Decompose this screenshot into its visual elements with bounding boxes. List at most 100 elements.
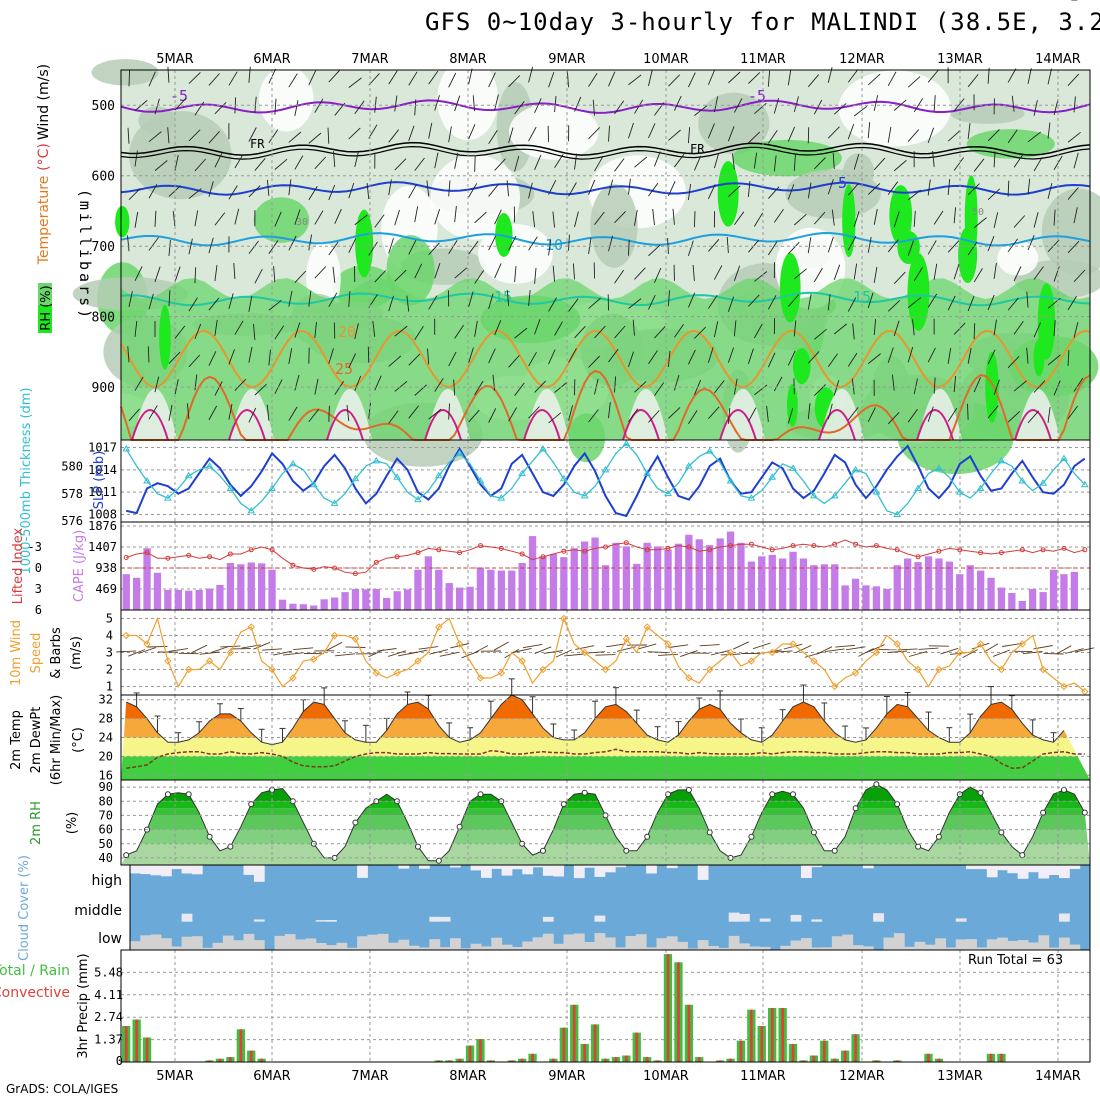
wind-barb-274 <box>554 96 557 113</box>
wind10-barb-85 <box>1002 643 1022 647</box>
wind-barb-413 <box>747 348 754 365</box>
li-point-90 <box>1061 545 1067 551</box>
wind-barb-104 <box>288 73 298 88</box>
rh-point-22 <box>352 819 359 826</box>
wind-barb-587 <box>1027 131 1041 143</box>
wind-barb-573 <box>1011 95 1015 112</box>
cloud-cell-0-11 <box>243 865 255 875</box>
top-date-label-0: 5MAR <box>156 52 193 67</box>
wind-barb-447 <box>813 211 826 225</box>
rh-point-6 <box>185 791 192 798</box>
wind-speed-point-30 <box>435 623 443 631</box>
cloud-cell-2-78 <box>935 938 946 950</box>
wind10-barb-14 <box>262 648 283 651</box>
wind-barb-202 <box>434 263 441 279</box>
cloud-cell-0-55 <box>697 865 709 880</box>
wind-barb-110 <box>288 235 297 251</box>
wind-barb-464 <box>833 323 847 335</box>
cloud-cell-0-0 <box>130 865 141 874</box>
cloud-cell-1-40 <box>542 916 554 922</box>
li-point-16 <box>290 562 296 568</box>
isotherm--5 <box>120 99 1091 114</box>
contour-label-4-0: 15 <box>494 288 512 306</box>
wind-barb-232 <box>474 380 484 395</box>
wind-barb-10 <box>127 346 130 363</box>
wind-barb-316 <box>608 179 614 196</box>
wind-barb-80 <box>248 127 257 142</box>
temp-ylabel-3: (6hr Min/Max) <box>49 695 64 785</box>
wind-barb-292 <box>568 234 570 251</box>
precip-ytick-3: 5.48 <box>94 965 123 979</box>
wind-barb-584 <box>1007 410 1021 423</box>
cloud-cell-2-15 <box>284 934 296 950</box>
contour-label-8-0: 50 <box>972 207 984 218</box>
wind-barb-205 <box>427 348 430 365</box>
wind-barb-68 <box>234 154 244 169</box>
cape-bar-31 <box>445 583 453 610</box>
isotherm-30-3 <box>424 409 462 441</box>
precip-conv-bar-46 <box>604 1058 607 1062</box>
wind-barb-250 <box>514 155 520 172</box>
wind10-barb-47 <box>606 643 626 648</box>
precip-ytick-2: 4.11 <box>94 988 123 1002</box>
wind-speed-point-0 <box>122 631 130 640</box>
thickness-point-20 <box>330 499 339 506</box>
wind-barb-61 <box>214 319 218 336</box>
wind-speed-point-16 <box>289 674 297 682</box>
precip-ylabel-total: Total / Rain <box>0 963 70 979</box>
wind-barb-326 <box>634 99 644 114</box>
wind-barb-9 <box>134 320 138 337</box>
li-point-66 <box>811 543 817 549</box>
temp-ytick-3: 28 <box>99 712 113 726</box>
wind-barb-526 <box>927 240 937 255</box>
thickness-point-84 <box>997 456 1006 464</box>
wind-barb-369 <box>693 211 696 228</box>
cape-bar-53 <box>674 543 683 610</box>
wind-barb-562 <box>993 151 996 168</box>
wind-barb-210 <box>448 126 452 143</box>
wind10-barb-90 <box>1056 645 1072 655</box>
wind-speed-point-26 <box>393 669 401 677</box>
wind-barb-291 <box>574 211 579 228</box>
wind-barb-328 <box>634 156 648 168</box>
wind-barb-540 <box>953 263 960 280</box>
wind-barb-582 <box>1007 355 1020 369</box>
wind10-barb-31 <box>439 651 459 657</box>
wind10-barb-17 <box>293 647 314 651</box>
wind10-barb-76 <box>908 650 928 657</box>
wind-barb-442 <box>807 74 820 88</box>
li-point-22 <box>352 571 358 577</box>
cloud-cell-2-71 <box>862 946 874 950</box>
cloud-cell-2-90 <box>1059 937 1070 950</box>
cape-bar-79 <box>945 561 953 610</box>
cloud-cell-0-4 <box>171 865 183 870</box>
wind-barb-165 <box>372 320 376 337</box>
wind-barb-154 <box>354 375 362 391</box>
cloud-cell-0-38 <box>522 865 534 875</box>
precip-conv-bar-43 <box>572 1004 576 1062</box>
wind-barb-116 <box>288 406 298 421</box>
cloud-cell-0-90 <box>1059 865 1070 879</box>
wind-barb-295 <box>574 325 586 339</box>
wind-barb-335 <box>628 351 634 368</box>
cloud-cell-2-36 <box>501 944 513 950</box>
wind-ytick-4: 5 <box>106 612 113 626</box>
wind-barb-11 <box>134 376 144 391</box>
rh-point-8 <box>206 833 213 840</box>
wind-barb-298 <box>568 405 574 421</box>
wind-ylabel-4: (m/s) <box>69 636 84 670</box>
wind-barb-146 <box>354 151 359 168</box>
wind-speed-point-2 <box>143 640 151 648</box>
isotherm-20 <box>120 329 1091 389</box>
wind-barb-590 <box>1033 212 1039 228</box>
cape-bar-42 <box>560 557 568 610</box>
wind-barb-115 <box>294 374 300 391</box>
wind-barb-153 <box>348 353 357 369</box>
wind-speed-point-74 <box>893 640 901 648</box>
cloud-cell-0-43 <box>573 865 585 879</box>
wind-barb-511 <box>907 189 922 201</box>
wind-barb-193 <box>414 384 427 396</box>
wind-barb-386 <box>713 321 719 338</box>
wind-barb-471 <box>853 153 860 170</box>
wind-barb-133 <box>333 151 336 168</box>
